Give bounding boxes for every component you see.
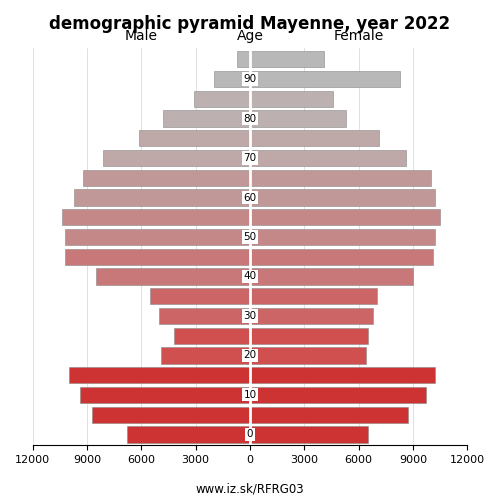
Bar (160, 308, 250, 324)
Text: www.iz.sk/RFRG03: www.iz.sk/RFRG03 (196, 482, 304, 495)
Bar (65, 229, 250, 245)
Text: Age: Age (236, 28, 264, 42)
Title: demographic pyramid Mayenne, year 2022: demographic pyramid Mayenne, year 2022 (50, 15, 450, 33)
Text: Female: Female (334, 28, 384, 42)
Bar (140, 130, 250, 146)
Bar (163, 110, 250, 126)
Bar (250, 209, 440, 226)
Bar (250, 426, 368, 442)
Bar (174, 328, 250, 344)
Bar (250, 288, 377, 304)
Text: 50: 50 (244, 232, 256, 242)
Bar (250, 348, 366, 364)
Bar (250, 71, 400, 87)
Bar (250, 406, 408, 423)
Text: 60: 60 (244, 192, 256, 202)
Bar (250, 268, 413, 284)
Bar (62, 209, 250, 226)
Bar (250, 190, 435, 206)
Bar (250, 248, 433, 265)
Bar (194, 90, 250, 107)
Text: 70: 70 (244, 153, 256, 163)
Bar (161, 348, 250, 364)
Text: 20: 20 (244, 350, 256, 360)
Bar (69, 367, 250, 384)
Bar (250, 308, 373, 324)
Text: 0: 0 (246, 430, 253, 440)
Bar (214, 71, 250, 87)
Bar (74, 190, 250, 206)
Text: 30: 30 (244, 311, 256, 321)
Text: Male: Male (125, 28, 158, 42)
Bar (96, 268, 250, 284)
Bar (84, 170, 250, 186)
Bar (250, 229, 435, 245)
Bar (250, 367, 435, 384)
Text: 40: 40 (244, 272, 256, 281)
Bar (238, 51, 250, 68)
Bar (250, 90, 334, 107)
Bar (250, 328, 368, 344)
Bar (250, 130, 378, 146)
Bar (250, 51, 324, 68)
Bar (92, 406, 250, 423)
Bar (250, 150, 406, 166)
Bar (250, 170, 431, 186)
Text: 10: 10 (244, 390, 256, 400)
Text: 80: 80 (244, 114, 256, 124)
Bar (103, 150, 250, 166)
Bar (65, 248, 250, 265)
Bar (127, 426, 250, 442)
Bar (250, 110, 346, 126)
Text: 90: 90 (244, 74, 256, 84)
Bar (80, 387, 250, 403)
Bar (150, 288, 250, 304)
Bar (250, 387, 426, 403)
